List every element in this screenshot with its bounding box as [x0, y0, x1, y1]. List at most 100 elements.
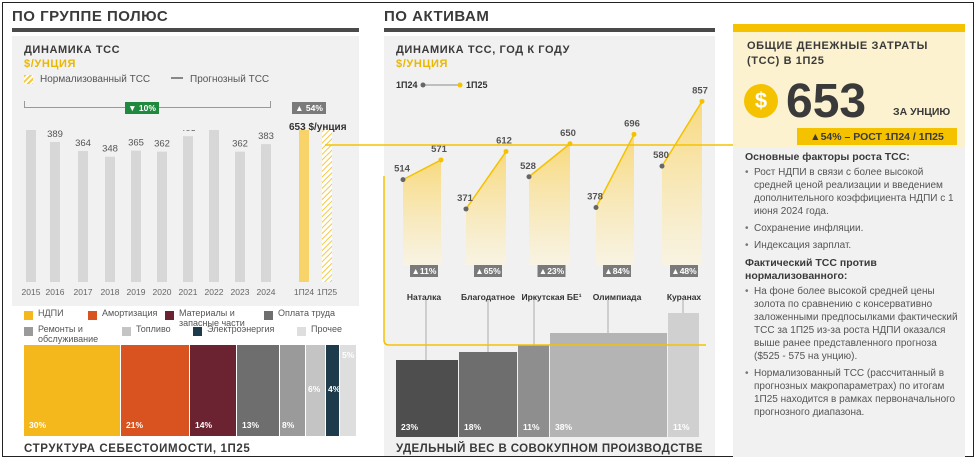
cost-legend-swatch — [165, 311, 174, 320]
factors-heading: Основные факторы роста ТСС: — [745, 151, 910, 163]
asset-value-from-2: 528 — [520, 161, 536, 172]
right-top-strip — [733, 24, 965, 32]
cost-segment: 13% — [237, 345, 279, 436]
legend-forecast-label: Прогнозный ТСС — [190, 74, 270, 85]
asset-change-0: ▲11% — [412, 266, 437, 276]
cost-legend-label: Амортизация — [102, 308, 158, 318]
tcs-value-2020: 362 — [154, 139, 170, 150]
asset-area-0 — [403, 159, 441, 265]
legend-normalized-swatch — [24, 75, 33, 84]
tcs-chart: 4242015389201636420173482018365201936220… — [22, 130, 338, 297]
asset-value-to-4: 857 — [692, 85, 708, 96]
asset-name-0: Наталка — [407, 292, 441, 302]
asset-change-3: ▲84% — [604, 266, 630, 276]
production-share-chart: 23% 18% 11% 38% 11% — [396, 300, 699, 437]
asset-dot-to-0 — [438, 157, 444, 163]
legend-dot-to — [457, 82, 463, 88]
asset-change-chip-1 — [474, 265, 502, 277]
asset-change-1: ▲65% — [475, 266, 501, 276]
prod-bar-1 — [459, 352, 517, 437]
cost-legend-swatch — [297, 327, 306, 336]
tcs-bar-2022 — [209, 130, 219, 282]
asset-area-3 — [596, 134, 634, 265]
asset-value-from-0: 514 — [394, 164, 411, 175]
factor-item: Индексация зарплат. — [745, 239, 957, 252]
assets-heading: ДИНАМИКА ТСС, ГОД К ГОДУ — [396, 44, 571, 56]
asset-dot-from-4 — [659, 163, 665, 169]
tcs-value-2019: 365 — [128, 138, 144, 149]
cost-segment-label: 5% — [342, 350, 355, 360]
cost-legend-label: Оплата труда — [278, 308, 335, 318]
growth-badge: ▲54% – РОСТ 1П24 / 1П25 — [797, 128, 957, 145]
prod-bar-3 — [550, 333, 667, 437]
tcs-value-2016: 389 — [47, 130, 63, 140]
asset-change-4: ▲48% — [671, 266, 697, 276]
asset-value-from-1: 371 — [457, 193, 474, 204]
asset-change-chip-3 — [603, 265, 631, 277]
tcs-value-2023: 362 — [232, 139, 248, 150]
asset-value-to-0: 571 — [431, 144, 448, 155]
factor-item: Рост НДПИ в связи с более высокой средне… — [745, 166, 957, 218]
asset-dot-from-0 — [400, 177, 406, 183]
asset-dot-to-4 — [699, 98, 705, 104]
tcs-value-2018: 348 — [102, 144, 118, 155]
tcs-tick-2015: 2015 — [22, 287, 41, 297]
mid-section-title: ПО АКТИВАМ — [384, 8, 490, 25]
legend-forecast-swatch — [171, 77, 183, 79]
cost-structure-title: СТРУКТУРА СЕБЕСТОИМОСТИ, 1П25 — [24, 443, 251, 455]
tcs-bar-2019 — [131, 150, 141, 282]
cost-legend-label: Материалы и запасные части — [179, 308, 245, 328]
asset-line-1 — [465, 151, 507, 210]
cost-legend-swatch — [24, 311, 33, 320]
legend-line — [420, 82, 463, 88]
tcs-callout: 653 $/унция — [289, 122, 347, 133]
cost-segment: 30% — [24, 345, 120, 436]
prod-label-4: 11% — [673, 422, 690, 432]
tcs-unit: $/УНЦИЯ — [24, 58, 77, 70]
tcs-tick-2017: 2017 — [74, 287, 93, 297]
tcs-bar-1П24 — [299, 130, 309, 282]
factors-list: Рост НДПИ в связи с более высокой средне… — [745, 166, 957, 256]
asset-dot-from-2 — [526, 174, 532, 180]
asset-line-3 — [595, 133, 635, 208]
cost-segment: 8% — [280, 345, 305, 436]
legend-to: 1П25 — [466, 80, 488, 90]
summary-value: 653 — [786, 75, 867, 128]
tcs-bar-2021 — [183, 136, 193, 282]
tcs-bar-2020 — [157, 151, 167, 282]
left-section-title: ПО ГРУППЕ ПОЛЮС — [12, 8, 169, 25]
cost-legend-label: НДПИ — [38, 308, 64, 318]
tcs-tick-2018: 2018 — [101, 287, 120, 297]
assets-unit: $/УНЦИЯ — [396, 58, 449, 70]
asset-dot-from-3 — [593, 205, 599, 211]
tcs-tick-1П25: 1П25 — [317, 287, 338, 297]
tcs-bar-2017 — [78, 150, 88, 282]
tcs-bar-2015 — [26, 130, 36, 282]
asset-name-3: Олимпиада — [593, 292, 642, 302]
asset-value-to-3: 696 — [624, 118, 640, 129]
asset-area-2 — [529, 143, 570, 265]
years-delta-badge: ▼ 10% — [125, 102, 159, 114]
tcs-tick-2016: 2016 — [46, 287, 65, 297]
asset-dot-from-1 — [463, 206, 469, 212]
asset-area-4 — [662, 101, 702, 265]
asset-value-from-3: 378 — [587, 192, 603, 203]
asset-dot-to-1 — [503, 149, 509, 155]
cost-legend-swatch — [193, 327, 202, 336]
mid-title-underline — [384, 28, 715, 32]
tcs-bar-2018 — [105, 156, 115, 282]
cost-legend-label: Прочее — [311, 324, 342, 334]
cost-legend-swatch — [24, 327, 33, 336]
cost-segment-label: 4% — [328, 384, 341, 394]
prod-label-2: 11% — [523, 422, 540, 432]
cost-segment: 5% — [340, 345, 356, 436]
asset-line-0 — [402, 159, 442, 181]
tcs-value-2021: 405 — [180, 130, 196, 134]
cost-legend-label: Электроэнергия — [207, 324, 275, 334]
cost-segment-label: 13% — [242, 420, 260, 430]
cost-segment: 14% — [190, 345, 236, 436]
asset-value-from-4: 580 — [653, 150, 669, 161]
tcs-heading: ДИНАМИКА ТСС — [24, 44, 121, 56]
